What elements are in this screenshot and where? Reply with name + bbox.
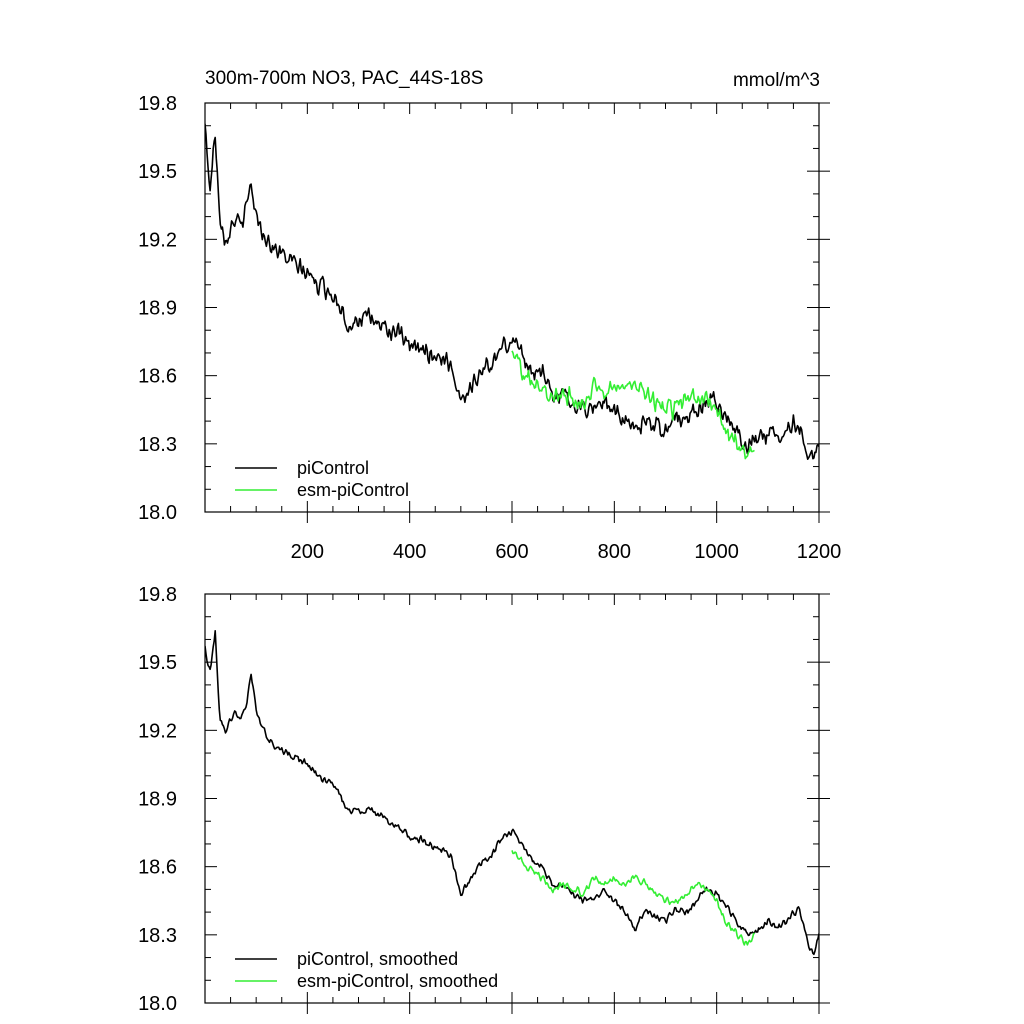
bottom-plot-area: 18.0 18.3 18.6 18.9 19.2 19.5 19.8 piControl, s… [138,584,830,1015]
y-tick-label: 18.3 [138,925,177,947]
x-tick-label: 800 [598,541,631,563]
top-plot-area: 200 400 600 800 1000 1200 18.0 18.3 18.6 18.9 19.2… [138,93,841,563]
x-tick-label: 1200 [797,541,842,563]
y-tick-label: 19.5 [138,161,177,183]
top-panel: 300m-700m NO3, PAC_44S-18S mmol/m^3 200 4… [138,68,841,563]
legend-label: piControl [297,458,369,478]
y-tick-label: 18.9 [138,298,177,320]
series-line-esm-picontrol [511,850,756,946]
x-tick-label: 200 [291,541,324,563]
bottom-panel: 18.0 18.3 18.6 18.9 19.2 19.5 19.8 piControl, s… [138,584,830,1015]
legend-label: esm-piControl, smoothed [297,971,498,991]
y-tick-label: 18.0 [138,993,177,1015]
y-tick-label: 19.8 [138,93,177,115]
series-line-picontrol [205,123,819,460]
series-line-esm-picontrol [511,350,755,460]
y-tick-label: 18.6 [138,857,177,879]
x-tick-label: 1000 [694,541,739,563]
y-tick-label: 19.2 [138,229,177,251]
x-tick-label: 400 [393,541,426,563]
chart-title: 300m-700m NO3, PAC_44S-18S [205,68,483,89]
y-tick-label: 18.3 [138,434,177,456]
y-tick-label: 19.8 [138,584,177,606]
y-tick-label: 18.9 [138,789,177,811]
y-tick-label: 19.2 [138,720,177,742]
units-label: mmol/m^3 [733,70,820,91]
y-tick-label: 19.5 [138,652,177,674]
plot-frame [204,102,820,513]
x-tick-label: 600 [495,541,528,563]
legend-label: esm-piControl [297,480,409,500]
y-tick-label: 18.6 [138,366,177,388]
plot-frame [204,593,820,1004]
series-line-picontrol [205,630,819,956]
y-tick-label: 18.0 [138,502,177,524]
legend-label: piControl, smoothed [297,949,458,969]
